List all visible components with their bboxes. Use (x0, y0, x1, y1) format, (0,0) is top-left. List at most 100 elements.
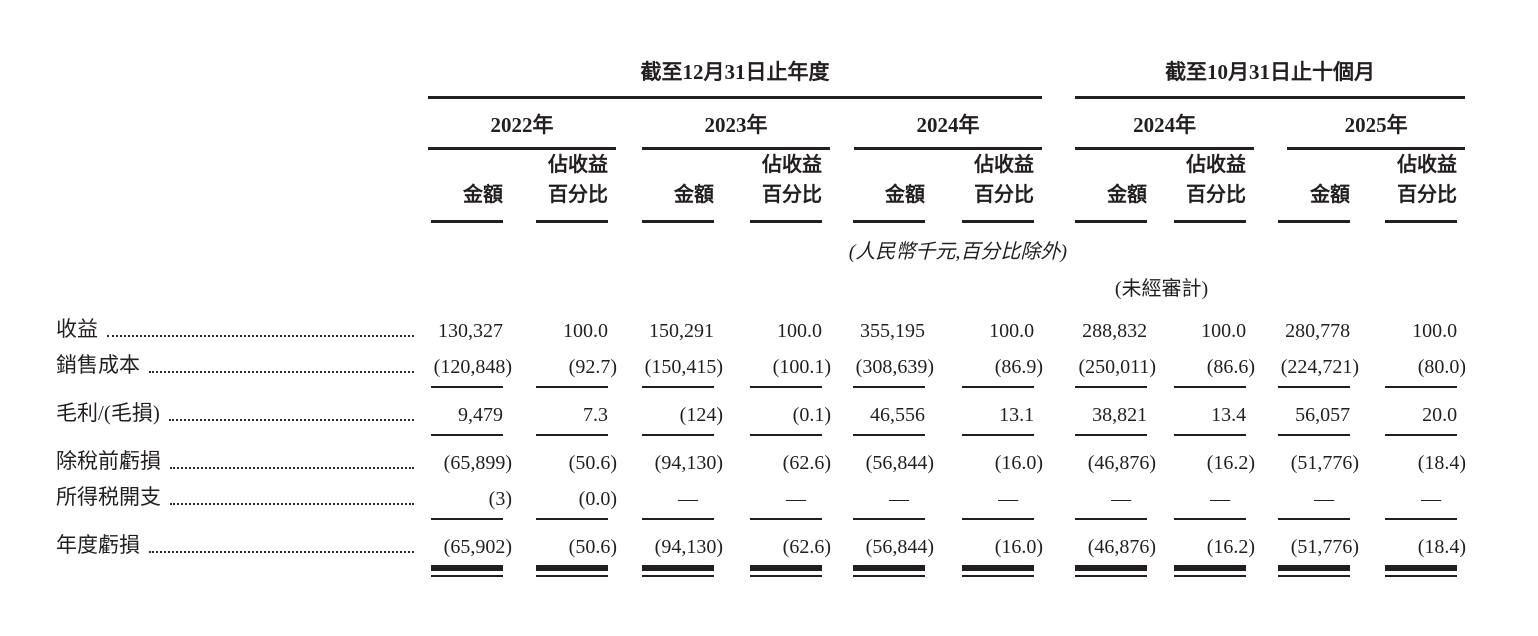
value-cell: 355,195 (860, 320, 925, 342)
value-cell: (16.2) (1206, 452, 1256, 474)
column-rule (431, 518, 503, 520)
column-rule (853, 434, 925, 436)
value-cell: 100.0 (1201, 320, 1247, 342)
column-header-row: 金額 佔收益 百分比 金額 佔收益 百分比 金額 佔收益 百分比 金額 佔收益 百分比 … (0, 150, 1538, 223)
double-rule (1385, 565, 1458, 577)
column-rule (642, 386, 714, 388)
value-cell: 100.0 (777, 320, 822, 342)
value-cell: (50.6) (568, 536, 617, 558)
column-rule (1385, 220, 1458, 223)
row-loss-for-year: 年度虧損 (65,902) (50.6) (94,130) (62.6) (56… (0, 525, 1538, 561)
dot-leader (149, 551, 414, 553)
double-rule (1278, 565, 1351, 577)
column-rule (1174, 518, 1247, 520)
value-cell: 288,832 (1082, 320, 1148, 342)
column-rule (1174, 434, 1247, 436)
column-rule (1385, 518, 1458, 520)
column-rule (1385, 386, 1458, 388)
period-header-fy: 截至12月31日止年度 (428, 50, 1043, 99)
value-cell: (124) (679, 404, 723, 426)
row-label: 收益 (56, 317, 98, 341)
units-note: (人民幣千元,百分比除外) (848, 241, 1068, 263)
column-rule (1174, 386, 1247, 388)
column-rule (431, 434, 503, 436)
value-cell: 13.1 (999, 404, 1035, 426)
double-rule (642, 565, 714, 577)
value-cell: (56,844) (865, 452, 934, 474)
amount-column-header: 金額 (830, 150, 933, 223)
value-cell: 100.0 (1412, 320, 1458, 342)
value-cell: (51,776) (1290, 452, 1360, 474)
year-header-2022: 2022年 (428, 99, 616, 150)
column-rule (1075, 434, 1148, 436)
value-cell: (65,902) (443, 536, 512, 558)
value-cell: 7.3 (583, 404, 608, 426)
double-rule-row (0, 561, 1538, 580)
value-cell: (46,876) (1087, 452, 1157, 474)
value-cell: (46,876) (1087, 536, 1157, 558)
dot-leader (170, 503, 414, 505)
dot-leader (149, 371, 414, 373)
year-header-2024: 2024年 (854, 99, 1043, 150)
value-cell: — (1210, 488, 1231, 510)
rule-row (0, 381, 1538, 393)
double-rule (1174, 565, 1247, 577)
value-cell: (308,639) (855, 356, 934, 378)
value-cell: (18.4) (1417, 452, 1467, 474)
dot-leader (170, 467, 414, 469)
column-rule (431, 386, 503, 388)
row-label: 年度虧損 (56, 533, 140, 557)
value-cell: (250,011) (1078, 356, 1157, 378)
value-cell: (86.9) (994, 356, 1044, 378)
year-header-2024-10m: 2024年 (1075, 99, 1255, 150)
value-cell: 100.0 (563, 320, 608, 342)
value-cell: (80.0) (1417, 356, 1467, 378)
value-cell: (56,844) (865, 536, 934, 558)
units-note-row: (人民幣千元,百分比除外) (0, 223, 1538, 266)
value-cell: — (889, 488, 909, 510)
value-cell: (16.0) (994, 536, 1044, 558)
double-rule (750, 565, 822, 577)
financial-summary-table: 截至12月31日止年度 截至10月31日止十個月 2022年 2023年 202… (0, 50, 1538, 580)
column-rule (1174, 220, 1247, 223)
value-cell: 9,479 (458, 404, 503, 426)
column-rule (750, 220, 822, 223)
period-header-row: 截至12月31日止年度 截至10月31日止十個月 (0, 50, 1538, 99)
column-rule (536, 220, 608, 223)
value-cell: (65,899) (443, 452, 512, 474)
pct-column-header: 佔收益 百分比 (1358, 150, 1465, 223)
value-cell: 13.4 (1211, 404, 1247, 426)
column-rule (1278, 518, 1351, 520)
column-rule (1278, 220, 1351, 223)
value-cell: (50.6) (568, 452, 617, 474)
double-rule (431, 565, 503, 577)
column-rule (536, 386, 608, 388)
column-rule (750, 434, 822, 436)
column-rule (1075, 386, 1148, 388)
row-label: 所得税開支 (56, 485, 161, 509)
year-header-2025-10m: 2025年 (1287, 99, 1466, 150)
value-cell: (62.6) (782, 452, 831, 474)
year-header-row: 2022年 2023年 2024年 2024年 2025年 (0, 99, 1538, 150)
column-rule (853, 220, 925, 223)
value-cell: — (998, 488, 1019, 510)
amount-column-header: 金額 (1069, 150, 1155, 223)
double-rule (962, 565, 1035, 577)
value-cell: (120,848) (433, 356, 512, 378)
value-cell: — (1421, 488, 1442, 510)
value-cell: 56,057 (1295, 404, 1351, 426)
pct-column-header: 佔收益 百分比 (722, 150, 830, 223)
column-rule (642, 518, 714, 520)
row-label: 毛利/(毛損) (56, 401, 160, 425)
column-rule (1278, 434, 1351, 436)
double-rule (853, 565, 925, 577)
value-cell: (3) (488, 488, 512, 510)
row-gross-profit: 毛利/(毛損) 9,479 7.3 (124) (0.1) 46,556 13.… (0, 393, 1538, 429)
period-header-10m: 截至10月31日止十個月 (1075, 50, 1466, 99)
column-rule (750, 386, 822, 388)
value-cell: 130,327 (438, 320, 503, 342)
value-cell: (62.6) (782, 536, 831, 558)
column-rule (962, 518, 1035, 520)
column-rule (853, 386, 925, 388)
column-rule (853, 518, 925, 520)
